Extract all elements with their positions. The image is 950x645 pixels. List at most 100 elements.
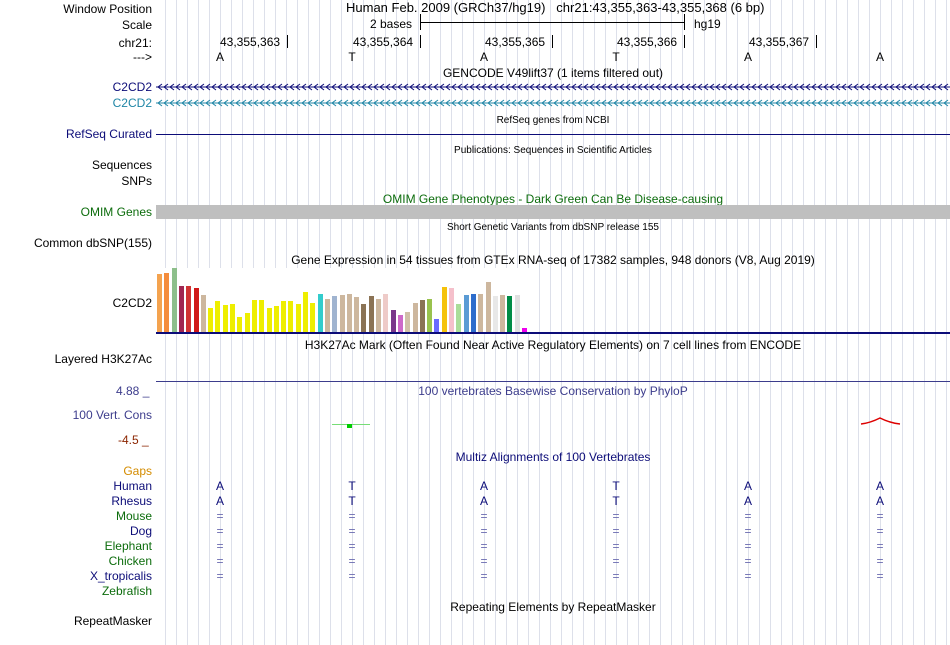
- gtex-tissue-bar[interactable]: [310, 303, 316, 332]
- gtex-tissue-bar[interactable]: [434, 319, 440, 332]
- gtex-tissue-bar[interactable]: [281, 301, 287, 332]
- strand-chevron: [679, 99, 685, 107]
- strand-chevron: [841, 99, 847, 107]
- gtex-tissue-bar[interactable]: [470, 294, 476, 332]
- gtex-tissue-bar[interactable]: [288, 301, 294, 332]
- strand-chevron: [907, 99, 913, 107]
- strand-chevron: [523, 83, 529, 91]
- gtex-tissue-bar[interactable]: [339, 295, 345, 332]
- publications-snps-label[interactable]: SNPs: [121, 174, 152, 188]
- gtex-tissue-bar[interactable]: [405, 312, 411, 332]
- strand-chevron: [361, 83, 367, 91]
- strand-chevron: [445, 83, 451, 91]
- species-label[interactable]: Chicken: [108, 554, 152, 568]
- gtex-tissue-bar[interactable]: [346, 294, 352, 332]
- repeatmasker-label[interactable]: RepeatMasker: [73, 614, 152, 628]
- publications-sequences-label[interactable]: Sequences: [91, 158, 152, 172]
- gtex-tissue-bar[interactable]: [463, 295, 469, 332]
- species-label[interactable]: Elephant: [104, 539, 152, 553]
- gtex-tissue-bar[interactable]: [376, 299, 381, 332]
- gtex-tissue-bar[interactable]: [193, 288, 199, 332]
- multiz-gaps-label[interactable]: Gaps: [123, 464, 152, 478]
- alignment-base: =: [744, 569, 752, 583]
- gtex-tissue-bar[interactable]: [427, 299, 433, 332]
- dbsnp-label[interactable]: Common dbSNP(155): [33, 236, 152, 250]
- gtex-tissue-bar[interactable]: [361, 304, 367, 332]
- gtex-bar-chart[interactable]: [156, 268, 536, 332]
- species-label[interactable]: X_tropicalis: [89, 569, 152, 583]
- strand-chevron: [751, 83, 757, 91]
- gtex-tissue-bar[interactable]: [237, 317, 243, 332]
- repeatmasker-title: Repeating Elements by RepeatMasker: [450, 600, 656, 614]
- strand-chevron: [439, 99, 445, 107]
- gtex-tissue-bar[interactable]: [186, 286, 192, 332]
- strand-chevron: [535, 83, 541, 91]
- gtex-tissue-bar[interactable]: [215, 301, 221, 332]
- gtex-tissue-bar[interactable]: [397, 315, 403, 332]
- gtex-tissue-bar[interactable]: [456, 304, 462, 332]
- strand-chevron: [781, 83, 787, 91]
- species-label[interactable]: Human: [113, 479, 152, 493]
- gtex-tissue-bar[interactable]: [164, 273, 170, 332]
- strand-chevron: [619, 99, 625, 107]
- species-label[interactable]: Dog: [129, 524, 152, 538]
- gtex-tissue-bar[interactable]: [441, 287, 447, 332]
- gtex-tissue-bar[interactable]: [230, 304, 235, 332]
- omim-label[interactable]: OMIM Genes: [80, 205, 152, 219]
- gtex-tissue-bar[interactable]: [500, 295, 506, 332]
- gtex-tissue-bar[interactable]: [208, 308, 214, 332]
- gencode-track-label-1[interactable]: C2CD2: [112, 80, 152, 94]
- strand-chevron: [925, 83, 931, 91]
- refseq-gene-line[interactable]: [156, 134, 950, 135]
- gtex-tissue-bar[interactable]: [522, 328, 527, 332]
- gtex-tissue-bar[interactable]: [419, 300, 425, 332]
- gtex-tissue-bar[interactable]: [273, 306, 279, 332]
- phylop-label[interactable]: 100 Vert. Cons: [72, 408, 152, 422]
- gtex-tissue-bar[interactable]: [449, 288, 454, 332]
- gencode-track-label-2[interactable]: C2CD2: [112, 96, 152, 110]
- gtex-tissue-bar[interactable]: [266, 308, 272, 332]
- species-label[interactable]: Zebrafish: [101, 584, 152, 598]
- gtex-tissue-bar[interactable]: [507, 296, 513, 332]
- gtex-label[interactable]: C2CD2: [112, 296, 152, 310]
- gtex-tissue-bar[interactable]: [368, 296, 374, 332]
- gtex-tissue-bar[interactable]: [324, 299, 330, 332]
- gtex-tissue-bar[interactable]: [390, 310, 396, 332]
- strand-chevron: [643, 99, 649, 107]
- strand-chevron: [691, 83, 697, 91]
- gtex-tissue-bar[interactable]: [171, 268, 177, 332]
- gtex-tissue-bar[interactable]: [259, 300, 265, 332]
- gtex-tissue-bar[interactable]: [383, 294, 389, 332]
- strand-chevron: [457, 99, 463, 107]
- strand-chevron: [451, 99, 457, 107]
- species-label[interactable]: Mouse: [115, 509, 152, 523]
- gtex-tissue-bar[interactable]: [492, 296, 498, 332]
- gtex-tissue-bar[interactable]: [295, 304, 301, 332]
- strand-chevron: [373, 83, 379, 91]
- gtex-tissue-bar[interactable]: [317, 294, 323, 332]
- strand-chevron: [301, 83, 307, 91]
- gtex-tissue-bar[interactable]: [332, 296, 338, 332]
- refseq-label[interactable]: RefSeq Curated: [65, 127, 152, 141]
- h3k27ac-label[interactable]: Layered H3K27Ac: [54, 352, 152, 366]
- gtex-tissue-bar[interactable]: [178, 286, 184, 332]
- gtex-tissue-bar[interactable]: [157, 274, 162, 332]
- gtex-tissue-bar[interactable]: [412, 303, 418, 332]
- gtex-tissue-bar[interactable]: [303, 292, 308, 332]
- gtex-tissue-bar[interactable]: [485, 282, 491, 332]
- alignment-base: =: [612, 554, 620, 568]
- strand-chevron: [931, 99, 937, 107]
- strand-chevron: [571, 99, 577, 107]
- gtex-tissue-bar[interactable]: [514, 295, 520, 332]
- gtex-tissue-bar[interactable]: [244, 313, 250, 332]
- gtex-tissue-bar[interactable]: [251, 300, 257, 332]
- gtex-tissue-bar[interactable]: [354, 297, 360, 332]
- alignment-base: =: [216, 509, 224, 523]
- gtex-tissue-bar[interactable]: [200, 295, 206, 332]
- gtex-tissue-bar[interactable]: [222, 305, 228, 332]
- omim-gene-bar[interactable]: [156, 205, 950, 219]
- strand-chevron: [739, 99, 745, 107]
- gtex-tissue-bar[interactable]: [478, 294, 484, 332]
- species-label[interactable]: Rhesus: [111, 494, 152, 508]
- gencode-gene-models[interactable]: [156, 80, 950, 112]
